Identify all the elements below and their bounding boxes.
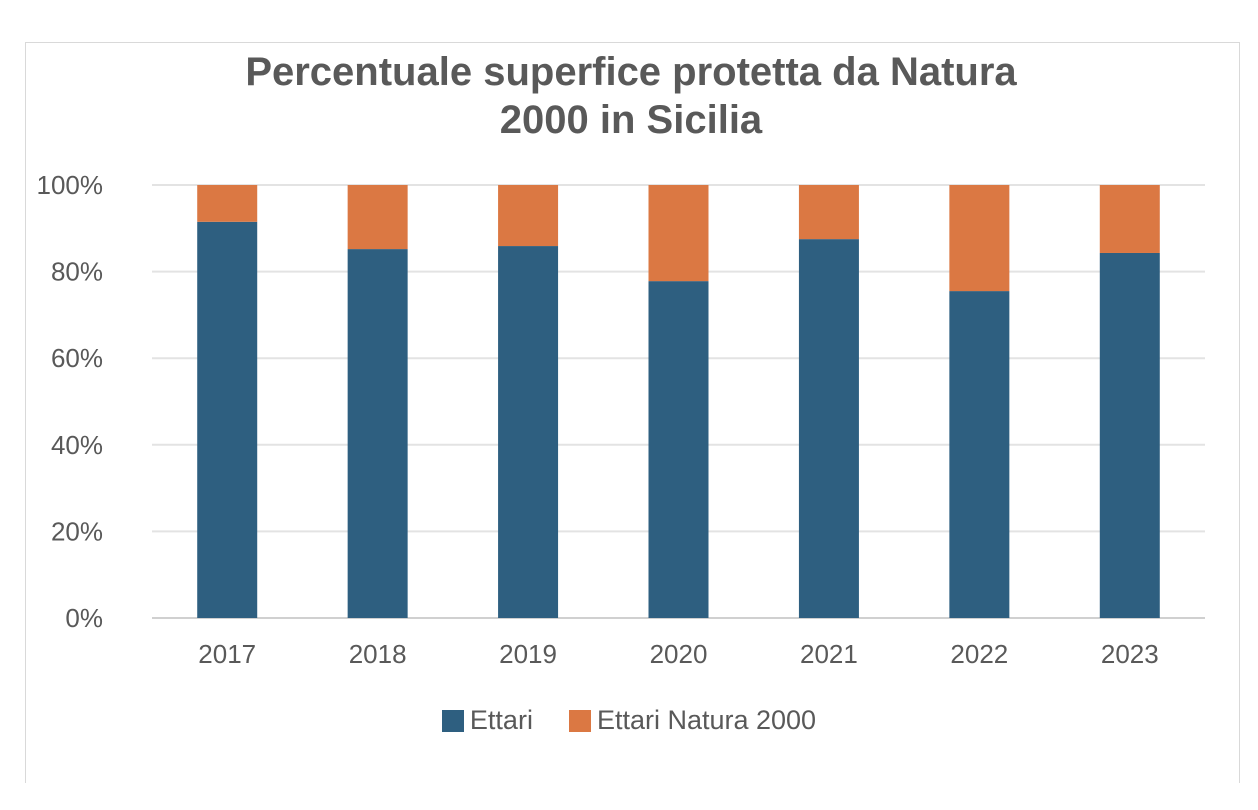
bar-ettari	[798, 239, 859, 618]
bar-ettari-natura-2000	[197, 185, 258, 222]
chart-title-line-2: 2000 in Sicilia	[499, 98, 763, 142]
x-tick-label: 2020	[650, 639, 708, 669]
bar-ettari-natura-2000	[498, 185, 559, 247]
bar-ettari-natura-2000	[1099, 185, 1160, 253]
legend-item-ettari-natura-2000: Ettari Natura 2000	[568, 705, 817, 736]
legend-swatch-ettari-natura-2000	[568, 709, 591, 732]
chart-title: Percentuale superfice protetta da Natura…	[0, 48, 1258, 144]
chart-title-line-1: Percentuale superfice protetta da Natura	[245, 50, 1017, 94]
legend-swatch-ettari	[441, 709, 464, 732]
x-tick-label: 2019	[499, 639, 557, 669]
x-tick-label: 2022	[950, 639, 1008, 669]
bar-ettari-natura-2000	[648, 185, 709, 282]
y-tick-label: 0%	[65, 603, 103, 633]
x-tick-label: 2017	[198, 639, 256, 669]
bar-ettari	[648, 281, 709, 618]
bar-ettari	[347, 249, 408, 619]
bar-ettari	[1099, 252, 1160, 618]
y-tick-label: 80%	[51, 257, 103, 287]
legend-item-ettari: Ettari	[441, 705, 533, 736]
x-tick-label: 2023	[1101, 639, 1159, 669]
bar-ettari	[197, 221, 258, 618]
legend: Ettari Ettari Natura 2000	[0, 705, 1258, 736]
bar-ettari	[498, 246, 559, 619]
y-tick-label: 100%	[37, 170, 104, 200]
bar-ettari-natura-2000	[949, 185, 1010, 292]
x-tick-label: 2018	[349, 639, 407, 669]
legend-label-ettari: Ettari	[469, 705, 533, 735]
bar-ettari-natura-2000	[798, 185, 859, 240]
bar-ettari-natura-2000	[347, 185, 408, 250]
legend-label-ettari-natura-2000: Ettari Natura 2000	[596, 705, 817, 735]
y-tick-label: 40%	[51, 430, 103, 460]
y-tick-label: 20%	[51, 516, 103, 546]
y-tick-label: 60%	[51, 343, 103, 373]
x-tick-label: 2021	[800, 639, 858, 669]
bar-ettari	[949, 291, 1010, 618]
